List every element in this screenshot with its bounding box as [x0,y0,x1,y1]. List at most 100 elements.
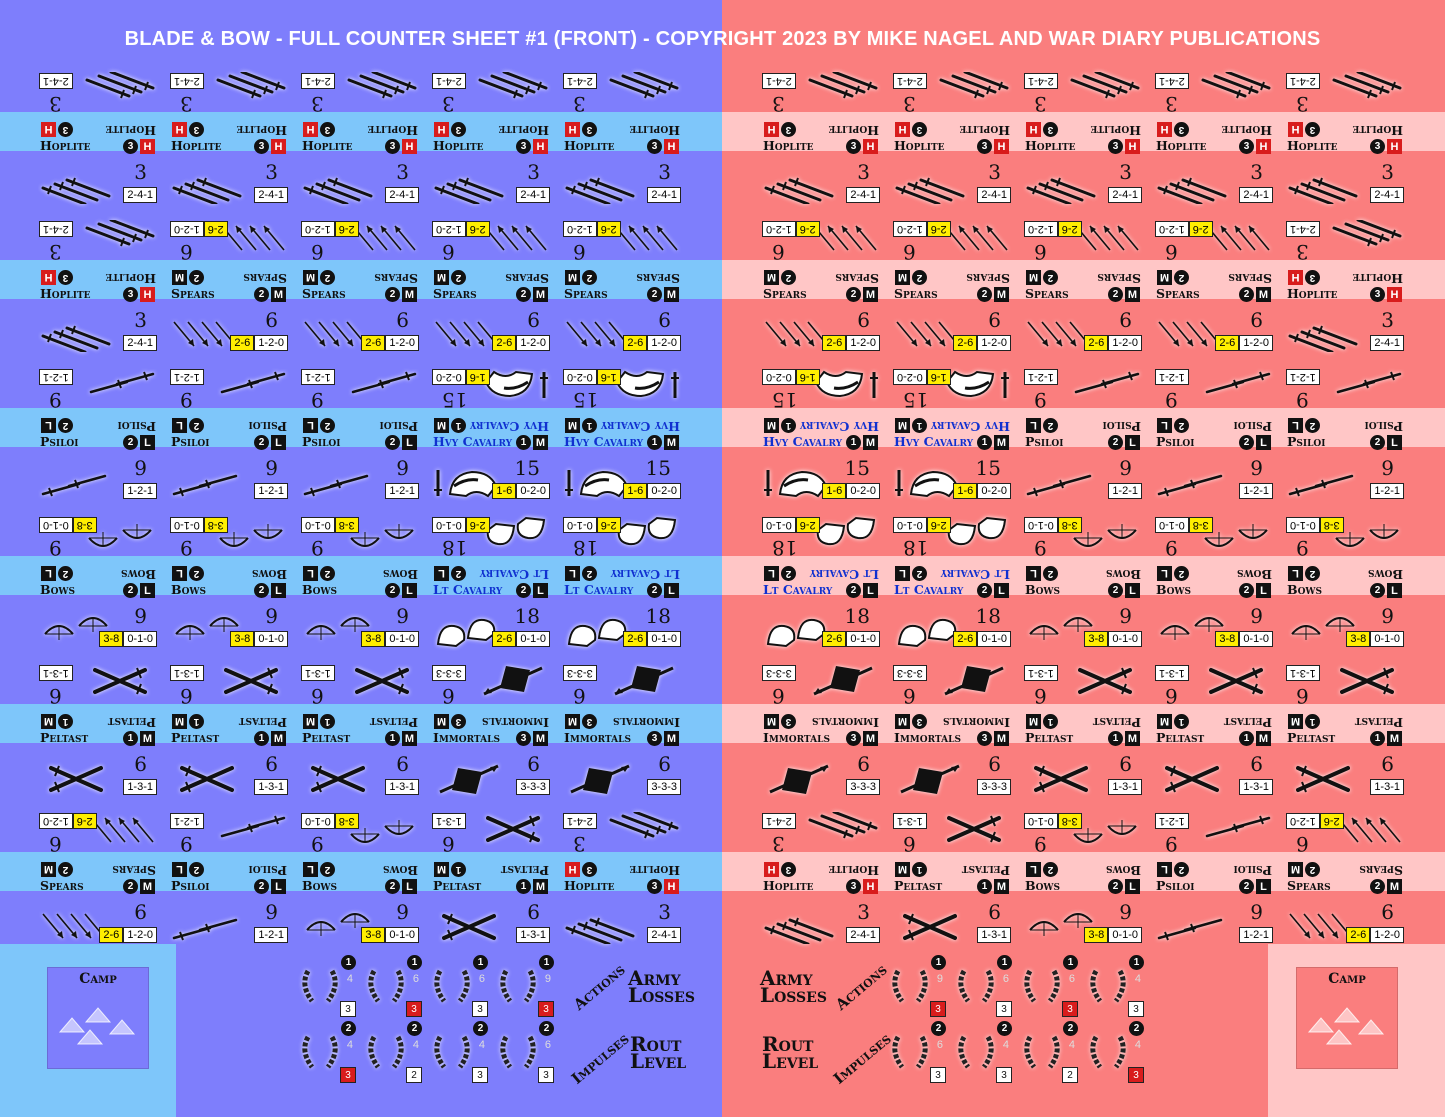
blue-impulses-marker[interactable]: 2 4 3 [298,1021,360,1083]
red-actions-marker[interactable]: 1 6 3 [1020,955,1082,1017]
camp-counter[interactable]: Camp [47,967,149,1069]
blue-impulses-marker[interactable]: 2 6 3 [496,1021,558,1083]
red-counter-peltast[interactable]: Peltast 1 M 6 1-3-1 Peltast 1 M 6 1-3-1 [1284,658,1406,806]
red-counter-bows[interactable]: Bows 2 L 9 3-8 0-1-0 Bows 2 L 9 3-8 0-1-0 [1022,806,1144,954]
blue-counter-ltcav[interactable]: Lt Cavalry 2 L 18 2-6 0-1-0 Lt Cavalry 2 L 18 2-6 0… [561,510,683,658]
red-counter-immortals[interactable]: Immortals 3 M 6 3-3-3 Immortals 3 M 6 3-3-3 [760,658,882,806]
blue-actions-marker[interactable]: 1 6 3 [430,955,492,1017]
red-counter-hoplite[interactable]: Hoplite 3 H 3 2-4-1 Hoplite 3 H 3 2-4-1 [1022,66,1144,214]
blue-counter-spears[interactable]: Spears 2 M 6 2-6 1-2-0 Spears 2 M 6 2-6 1-2-0 [168,214,290,362]
blue-counter-psiloi[interactable]: Psiloi 2 L 9 1-2-1 Psiloi 2 L 9 1-2-1 [168,806,290,954]
combat-value: 1-2-1 [170,369,204,385]
red-counter-peltast[interactable]: Peltast 1 M 6 1-3-1 Peltast 1 M 6 1-3-1 [1153,658,1275,806]
red-counter-hoplite[interactable]: Hoplite 3 H 3 2-4-1 Hoplite 3 H 3 2-4-1 [1284,66,1406,214]
red-counter-spears[interactable]: Spears 2 M 6 2-6 1-2-0 Spears 2 M 6 2-6 1-2-0 [1022,214,1144,362]
red-counter-bows[interactable]: Bows 2 L 9 3-8 0-1-0 Bows 2 L 9 3-8 0-1-0 [1284,510,1406,658]
blue-counter-spears[interactable]: Spears 2 M 6 2-6 1-2-0 Spears 2 M 6 2-6 1-2-0 [561,214,683,362]
blue-impulses-marker[interactable]: 2 4 3 [430,1021,492,1083]
red-actions-marker[interactable]: 1 4 3 [1086,955,1148,1017]
counter-back-side: Lt Cavalry 2 L 18 2-6 0-1-0 [760,510,882,584]
camp-counter[interactable]: Camp [1296,967,1398,1069]
blue-counter-peltast[interactable]: Peltast 1 M 6 1-3-1 Peltast 1 M 6 1-3-1 [299,658,421,806]
combat-value: 0-2-0 [647,483,681,499]
blue-counter-peltast[interactable]: Peltast 1 M 6 1-3-1 Peltast 1 M 6 1-3-1 [37,658,159,806]
blue-counter-bows[interactable]: Bows 2 L 9 3-8 0-1-0 Bows 2 L 9 3-8 0-1-0 [299,510,421,658]
red-counter-hoplite[interactable]: Hoplite 3 H 3 2-4-1 Hoplite 3 H 3 2-4-1 [1153,66,1275,214]
blue-counter-hoplite[interactable]: Hoplite 3 H 3 2-4-1 Hoplite 3 H 3 2-4-1 [168,66,290,214]
unit-factor: 9 [1165,536,1178,560]
red-counter-ltcav[interactable]: Lt Cavalry 2 L 18 2-6 0-1-0 Lt Cavalry 2 L 18 2-6 0… [760,510,882,658]
blue-counter-hoplite[interactable]: Hoplite 3 H 3 2-4-1 Hoplite 3 H 3 2-4-1 [561,66,683,214]
blue-counter-hoplite[interactable]: Hoplite 3 H 3 2-4-1 Hoplite 3 H 3 2-4-1 [37,66,159,214]
red-counter-hvycav[interactable]: Hvy Cavalry 1 M 15 1-6 0-2-0 Hvy Cavalry 1 M 15 1-… [891,362,1013,510]
blue-counter-hvycav[interactable]: Hvy Cavalry 1 M 15 1-6 0-2-0 Hvy Cavalry 1 M 15 1-… [561,362,683,510]
red-counter-ltcav[interactable]: Lt Cavalry 2 L 18 2-6 0-1-0 Lt Cavalry 2 L 18 2-6 0… [891,510,1013,658]
blue-actions-marker[interactable]: 1 6 3 [364,955,426,1017]
blue-counter-psiloi[interactable]: Psiloi 2 L 9 1-2-1 Psiloi 2 L 9 1-2-1 [299,362,421,510]
blue-actions-marker[interactable]: 1 4 3 [298,955,360,1017]
unit-name: Bows [1025,878,1061,893]
red-counter-hoplite[interactable]: Hoplite 3 H 3 2-4-1 Hoplite 3 H 3 2-4-1 [1284,214,1406,362]
unit-stats: 3-3-3 [516,779,550,795]
blue-impulses-marker[interactable]: 2 4 2 [364,1021,426,1083]
red-actions-marker[interactable]: 1 6 3 [954,955,1016,1017]
red-counter-spears[interactable]: Spears 2 M 6 2-6 1-2-0 Spears 2 M 6 2-6 1-2-0 [891,214,1013,362]
red-counter-immortals[interactable]: Immortals 3 M 6 3-3-3 Immortals 3 M 6 3-3-3 [891,658,1013,806]
blue-counter-hvycav[interactable]: Hvy Cavalry 1 M 15 1-6 0-2-0 Hvy Cavalry 1 M 15 1-… [430,362,552,510]
spears-icon [1199,216,1273,254]
blue-counter-immortals[interactable]: Immortals 3 M 6 3-3-3 Immortals 3 M 6 3-3-3 [561,658,683,806]
red-impulses-marker[interactable]: 2 4 3 [1086,1021,1148,1083]
red-counter-hoplite[interactable]: Hoplite 3 H 3 2-4-1 Hoplite 3 H 3 2-4-1 [760,806,882,954]
red-counter-spears[interactable]: Spears 2 M 6 2-6 1-2-0 Spears 2 M 6 2-6 1-2-0 [760,214,882,362]
red-counter-hvycav[interactable]: Hvy Cavalry 1 M 15 1-6 0-2-0 Hvy Cavalry 1 M 15 1-… [760,362,882,510]
red-counter-peltast[interactable]: Peltast 1 M 6 1-3-1 Peltast 1 M 6 1-3-1 [1022,658,1144,806]
blue-counter-hoplite[interactable]: Hoplite 3 H 3 2-4-1 Hoplite 3 H 3 2-4-1 [299,66,421,214]
red-counter-hoplite[interactable]: Hoplite 3 H 3 2-4-1 Hoplite 3 H 3 2-4-1 [760,66,882,214]
blue-counter-ltcav[interactable]: Lt Cavalry 2 L 18 2-6 0-1-0 Lt Cavalry 2 L 18 2-6 0… [430,510,552,658]
blue-counter-bows[interactable]: Bows 2 L 9 3-8 0-1-0 Bows 2 L 9 3-8 0-1-0 [37,510,159,658]
blue-counter-psiloi[interactable]: Psiloi 2 L 9 1-2-1 Psiloi 2 L 9 1-2-1 [37,362,159,510]
red-impulses-marker[interactable]: 2 4 3 [954,1021,1016,1083]
red-counter-peltast[interactable]: Peltast 1 M 6 1-3-1 Peltast 1 M 6 1-3-1 [891,806,1013,954]
red-counter-psiloi[interactable]: Psiloi 2 L 9 1-2-1 Psiloi 2 L 9 1-2-1 [1153,806,1275,954]
red-counter-psiloi[interactable]: Psiloi 2 L 9 1-2-1 Psiloi 2 L 9 1-2-1 [1153,362,1275,510]
counter-back-side: Bows 2 L 9 3-8 0-1-0 [299,806,421,880]
bows-icon [1068,512,1142,550]
counter-back-side: Lt Cavalry 2 L 18 2-6 0-1-0 [430,510,552,584]
red-counter-bows[interactable]: Bows 2 L 9 3-8 0-1-0 Bows 2 L 9 3-8 0-1-0 [1022,510,1144,658]
combat-range-value: 2-6 [596,221,621,237]
blue-counter-peltast[interactable]: Peltast 1 M 6 1-3-1 Peltast 1 M 6 1-3-1 [168,658,290,806]
blue-counter-psiloi[interactable]: Psiloi 2 L 9 1-2-1 Psiloi 2 L 9 1-2-1 [168,362,290,510]
marker-count-square: 3 [538,1001,554,1017]
combat-value: 1-2-0 [846,335,880,351]
blue-counter-hoplite[interactable]: Hoplite 3 H 3 2-4-1 Hoplite 3 H 3 2-4-1 [561,806,683,954]
combat-value: 2-4-1 [977,187,1011,203]
red-counter-bows[interactable]: Bows 2 L 9 3-8 0-1-0 Bows 2 L 9 3-8 0-1-0 [1153,510,1275,658]
blue-counter-spears[interactable]: Spears 2 M 6 2-6 1-2-0 Spears 2 M 6 2-6 1-2-0 [430,214,552,362]
cohesion-circle: 3 [189,122,204,137]
red-impulses-marker[interactable]: 2 6 3 [888,1021,950,1083]
blue-counter-spears[interactable]: Spears 2 M 6 2-6 1-2-0 Spears 2 M 6 2-6 1-2-0 [37,806,159,954]
red-counter-psiloi[interactable]: Psiloi 2 L 9 1-2-1 Psiloi 2 L 9 1-2-1 [1284,362,1406,510]
blue-actions-marker[interactable]: 1 9 3 [496,955,558,1017]
blue-counter-spears[interactable]: Spears 2 M 6 2-6 1-2-0 Spears 2 M 6 2-6 1-2-0 [299,214,421,362]
combat-range-value: 2-6 [1346,927,1371,943]
red-counter-spears[interactable]: Spears 2 M 6 2-6 1-2-0 Spears 2 M 6 2-6 1-2-0 [1153,214,1275,362]
blue-counter-bows[interactable]: Bows 2 L 9 3-8 0-1-0 Bows 2 L 9 3-8 0-1-0 [168,510,290,658]
unit-factor: 15 [772,388,798,412]
blue-counter-hoplite[interactable]: Hoplite 3 H 3 2-4-1 Hoplite 3 H 3 2-4-1 [430,66,552,214]
blue-counter-peltast[interactable]: Peltast 1 M 6 1-3-1 Peltast 1 M 6 1-3-1 [430,806,552,954]
blue-counter-bows[interactable]: Bows 2 L 9 3-8 0-1-0 Bows 2 L 9 3-8 0-1-0 [299,806,421,954]
unit-factor: 18 [442,536,468,560]
blue-counter-hoplite[interactable]: Hoplite 3 H 3 2-4-1 Hoplite 3 H 3 2-4-1 [37,214,159,362]
red-counter-hoplite[interactable]: Hoplite 3 H 3 2-4-1 Hoplite 3 H 3 2-4-1 [891,66,1013,214]
blue-counter-immortals[interactable]: Immortals 3 M 6 3-3-3 Immortals 3 M 6 3-3-3 [430,658,552,806]
unit-stats: 3-8 0-1-0 [301,517,359,533]
red-counter-spears[interactable]: Spears 2 M 6 2-6 1-2-0 Spears 2 M 6 2-6 1-2-0 [1284,806,1406,954]
red-counter-psiloi[interactable]: Psiloi 2 L 9 1-2-1 Psiloi 2 L 9 1-2-1 [1022,362,1144,510]
red-impulses-marker[interactable]: 2 4 2 [1020,1021,1082,1083]
red-actions-marker[interactable]: 1 9 3 [888,955,950,1017]
